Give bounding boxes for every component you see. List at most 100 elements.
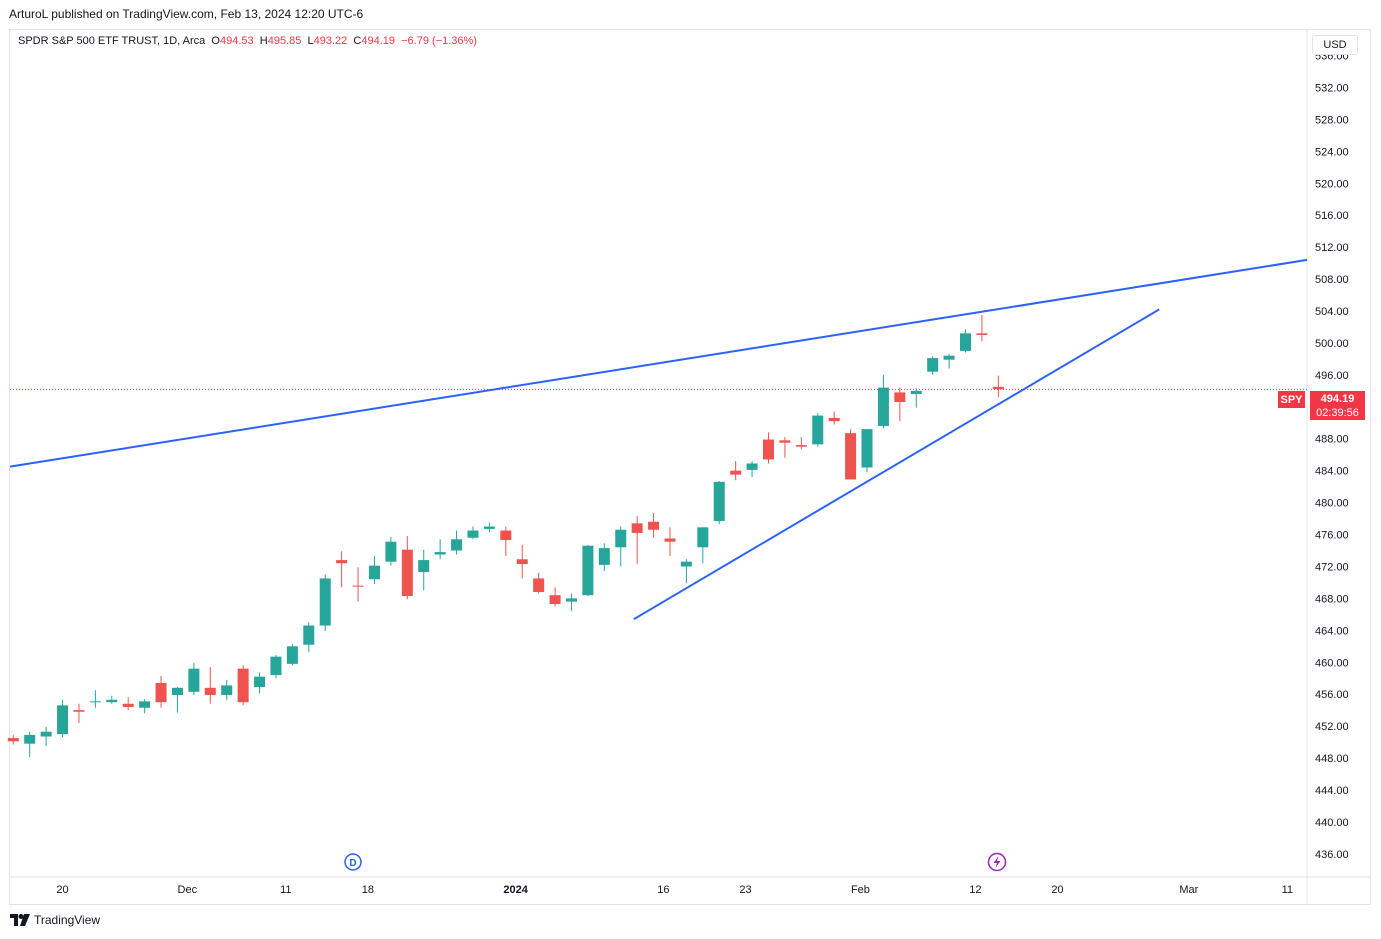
candle [697,527,709,564]
candle-body [976,333,988,335]
y-tick-label: 512.00 [1315,242,1349,254]
candle-body [270,656,282,676]
symbol-tag: SPY [1278,391,1305,408]
x-tick-label: 16 [657,884,669,896]
low-label: L [307,35,314,47]
candle-body [368,565,380,580]
candle [762,432,774,464]
candle [976,314,988,342]
candle-body [286,646,298,664]
dividend-marker-label: D [349,858,356,869]
y-tick-label: 480.00 [1315,498,1349,510]
candle [828,411,840,425]
candle-body [385,541,397,562]
candle-body [171,687,183,695]
candle-body [877,387,889,426]
candle [319,574,331,632]
currency-selector[interactable]: USD [1312,35,1358,55]
candle-body [188,668,200,692]
candle [467,526,479,540]
candle [24,731,36,758]
x-tick-label: Dec [178,884,198,896]
candle-body [303,625,315,645]
x-tick-label: 18 [362,884,374,896]
x-tick-label: Mar [1179,884,1198,896]
candle-body [57,705,69,735]
candle-body [549,595,561,604]
publish-header: ArturoL published on TradingView.com, Fe… [9,7,364,21]
candle [57,699,69,738]
y-tick-label: 476.00 [1315,530,1349,542]
candle [664,527,676,557]
y-tick-label: 504.00 [1315,306,1349,318]
x-tick-label: Feb [851,884,870,896]
candle-body [237,668,249,703]
candle-body [139,701,151,708]
candle [549,587,561,607]
candle [992,375,1004,398]
candle-body [845,433,857,480]
dividend-marker-circle [344,853,362,871]
candle [237,665,249,706]
candle-body [680,561,692,567]
candle [516,544,528,579]
candle-body [615,529,627,548]
upper-resistance-trendline [9,258,1308,468]
candle-body [861,429,873,468]
candle-body [73,710,85,712]
candle-body [500,530,512,541]
candle [270,655,282,679]
x-tick-label: 2024 [503,884,528,896]
candle [40,726,52,747]
y-tick-label: 464.00 [1315,625,1349,637]
candle [812,413,824,447]
close-label: C [353,35,362,47]
y-tick-label: 460.00 [1315,657,1349,669]
candle [713,481,725,525]
y-tick-label: 468.00 [1315,593,1349,605]
y-tick-label: 484.00 [1315,466,1349,478]
candle-body [434,552,446,555]
candle-body [451,539,463,551]
x-tick-label: 11 [280,884,291,896]
x-tick-label: 20 [1051,884,1063,896]
candle [106,695,118,704]
close-value: 494.19 [361,35,395,47]
candle-body [960,333,972,351]
candle [500,526,512,557]
candle-body [746,463,758,470]
candle [73,703,85,723]
candle [221,679,233,700]
ohlc-legend: SPDR S&P 500 ETF TRUST, 1D, Arca O494.53… [18,35,477,47]
candle-body [336,560,348,564]
candle [352,567,364,602]
tradingview-logo[interactable]: TradingView [10,913,100,927]
candle-body [631,523,643,533]
candle [254,672,266,694]
candle [927,356,939,375]
candle [89,690,101,708]
candle-body [352,585,364,587]
candle [434,539,446,560]
high-value: 495.85 [267,35,302,47]
candle [877,374,889,429]
tradingview-logo-icon [10,914,30,926]
candle-body [122,703,134,707]
candle-body [418,560,430,573]
y-tick-label: 524.00 [1315,146,1349,158]
y-tick-label: 452.00 [1315,721,1349,733]
candle-body [565,598,577,602]
candle [533,572,545,594]
candle-body [7,738,19,742]
symbol-info: SPDR S&P 500 ETF TRUST, 1D, Arca [18,35,206,47]
y-tick-label: 508.00 [1315,274,1349,286]
chart-frame[interactable] [9,29,1371,905]
candle-body [730,470,742,475]
candle [648,512,660,538]
y-tick-label: 448.00 [1315,753,1349,765]
candle-body [155,683,167,703]
candle-body [598,548,610,565]
candle [943,354,955,369]
candle [303,622,315,652]
